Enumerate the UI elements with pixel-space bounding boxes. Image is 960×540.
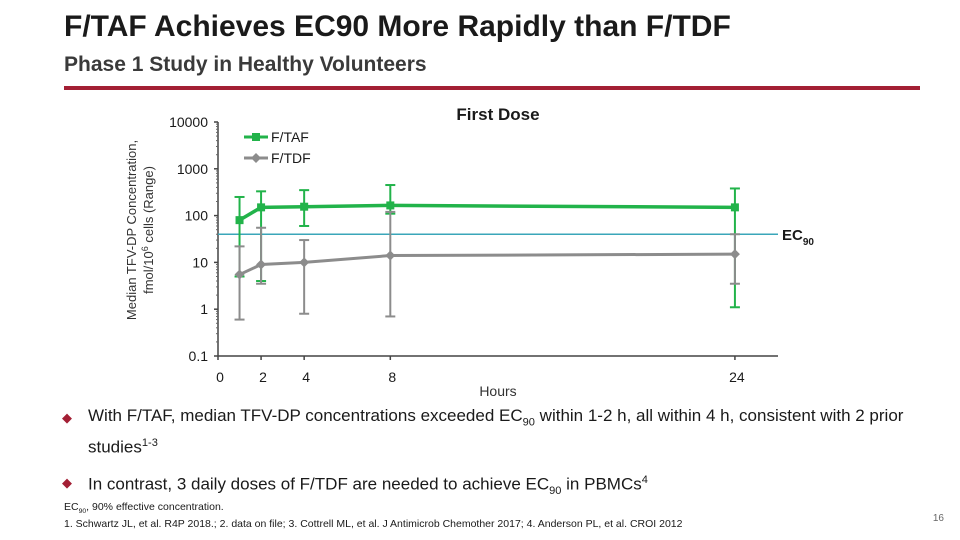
legend-label: F/TAF — [271, 129, 309, 145]
x-tick-label: 8 — [388, 369, 396, 385]
footnote-definition: EC90, 90% effective concentration. — [64, 501, 224, 516]
data-point — [257, 203, 266, 212]
bullet-item: ◆ With F/TAF, median TFV-DP concentratio… — [62, 405, 922, 458]
y-tick-label: 1000 — [177, 161, 208, 177]
data-point — [299, 257, 310, 268]
x-tick-label: 4 — [302, 369, 310, 385]
slide-subtitle: Phase 1 Study in Healthy Volunteers — [64, 53, 427, 76]
y-axis-label-line2: fmol/106 cells (Range) — [140, 166, 156, 294]
data-point — [730, 203, 739, 212]
series-line-ftaf — [238, 203, 735, 222]
data-point — [300, 202, 309, 211]
page-number: 16 — [932, 513, 944, 524]
title-divider — [64, 86, 920, 90]
footnotes: EC90, 90% effective concentration. 1. Sc… — [64, 501, 682, 531]
bullet-text: In contrast, 3 daily doses of F/TDF are … — [88, 474, 648, 498]
footnote-references: 1. Schwartz JL, et al. R4P 2018.; 2. dat… — [64, 518, 683, 531]
diamond-bullet-icon: ◆ — [62, 410, 72, 425]
chart: Median TFV-DP Concentration, fmol/106 ce… — [124, 105, 814, 399]
chart-title: First Dose — [456, 105, 539, 124]
data-point — [235, 216, 244, 225]
data-point — [234, 269, 245, 280]
y-tick-label: 10 — [192, 254, 208, 270]
y-tick-label: 10000 — [169, 114, 208, 130]
diamond-bullet-icon: ◆ — [62, 475, 72, 491]
series-line-ftdf — [238, 252, 735, 276]
bullet-text: With F/TAF, median TFV-DP concentrations… — [88, 406, 904, 458]
y-axis-label-line1: Median TFV-DP Concentration, — [124, 140, 139, 320]
y-tick-label: 1 — [200, 301, 208, 317]
legend-label: F/TDF — [271, 150, 311, 166]
bullet-item: ◆ In contrast, 3 daily doses of F/TDF ar… — [62, 470, 922, 502]
ec90-label: EC90 — [782, 227, 814, 248]
y-tick-label: 0.1 — [189, 348, 209, 364]
x-tick-label: 0 — [216, 369, 224, 385]
data-point — [256, 259, 267, 270]
data-point — [729, 249, 740, 260]
slide-title: F/TAF Achieves EC90 More Rapidly than F/… — [64, 10, 731, 43]
x-axis-label: Hours — [479, 383, 516, 399]
x-tick-label: 2 — [259, 369, 267, 385]
legend-marker — [252, 133, 260, 141]
x-tick-label: 24 — [729, 369, 745, 385]
legend-marker — [251, 153, 261, 163]
data-point — [386, 201, 395, 210]
y-tick-label: 100 — [185, 208, 209, 224]
bullet-list: ◆ With F/TAF, median TFV-DP concentratio… — [62, 405, 922, 514]
data-point — [385, 250, 396, 261]
